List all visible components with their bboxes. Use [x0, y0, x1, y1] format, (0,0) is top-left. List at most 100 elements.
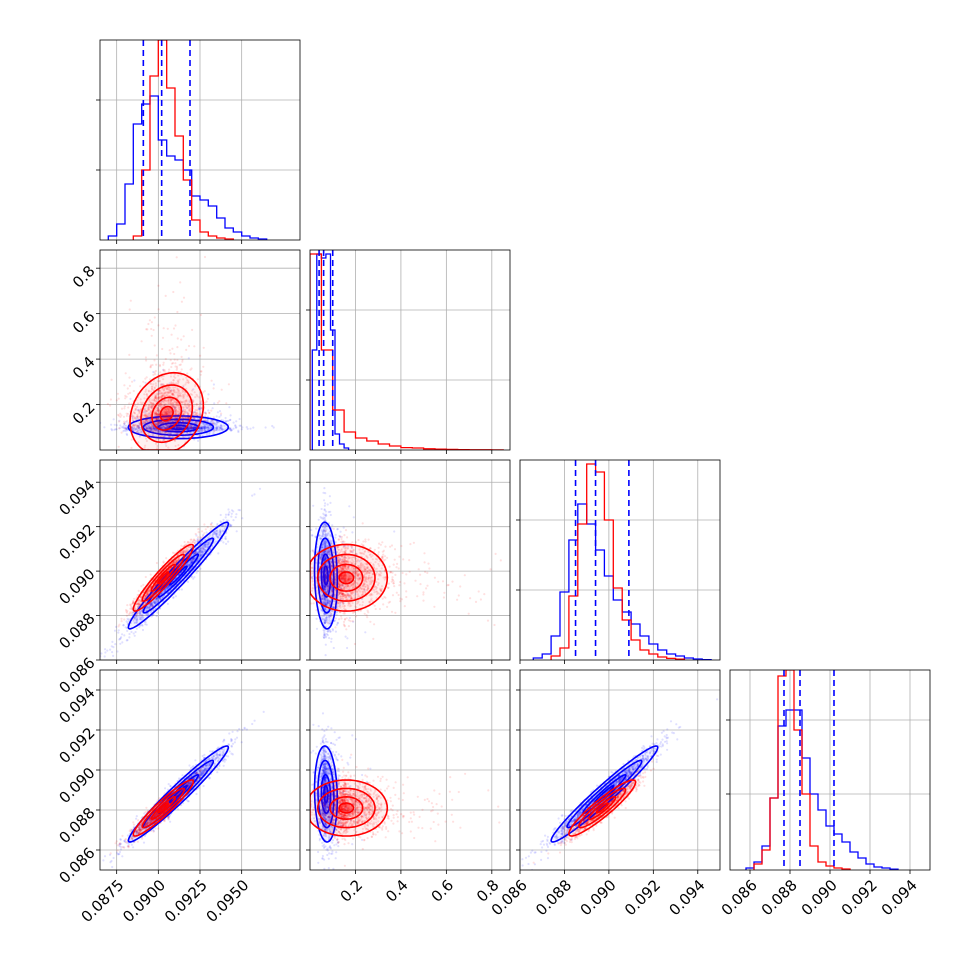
scatter-point [150, 385, 153, 388]
scatter-point [161, 414, 164, 417]
scatter-point [125, 427, 128, 430]
scatter-point [155, 614, 158, 618]
scatter-point [146, 409, 149, 413]
scatter-point [189, 425, 192, 428]
scatter-point [194, 396, 197, 399]
scatter-point [147, 425, 150, 429]
scatter-point [203, 427, 206, 430]
scatter-point [186, 428, 189, 431]
scatter-point [216, 425, 219, 428]
scatter-point [148, 426, 151, 429]
scatter-point [184, 405, 187, 408]
scatter-point [182, 426, 185, 429]
scatter-point [149, 365, 152, 368]
scatter-point [187, 416, 190, 420]
scatter-point [147, 418, 150, 421]
scatter-point [170, 382, 173, 385]
scatter-point [215, 424, 218, 427]
scatter-point [138, 411, 141, 414]
scatter-point [164, 426, 167, 429]
scatter-point [205, 432, 208, 435]
scatter-point [158, 365, 162, 368]
scatter-point [213, 421, 216, 424]
scatter-point [223, 424, 226, 427]
scatter-point [162, 361, 165, 364]
scatter-point [97, 655, 99, 657]
scatter-point [133, 429, 136, 432]
scatter-point [162, 403, 166, 407]
scatter-point [157, 429, 160, 432]
scatter-point [184, 416, 187, 420]
scatter-point [103, 426, 106, 429]
scatter-point [178, 394, 182, 397]
scatter-point [175, 256, 178, 259]
scatter-point [239, 424, 242, 427]
scatter-point [171, 419, 174, 423]
scatter-point [144, 410, 147, 413]
scatter-point [117, 397, 120, 400]
scatter-point [171, 347, 174, 350]
scatter-point [186, 404, 189, 407]
scatter-point [160, 421, 164, 424]
scatter-point [178, 426, 181, 429]
scatter-point [136, 409, 139, 412]
scatter-point [205, 423, 208, 426]
scatter-point [206, 426, 209, 429]
scatter-point [178, 413, 181, 416]
scatter-point [126, 412, 130, 415]
scatter-point [203, 429, 206, 432]
scatter-point [145, 426, 148, 429]
scatter-point [135, 424, 138, 427]
scatter-point [111, 651, 114, 654]
scatter-point [217, 425, 220, 428]
scatter-point [197, 406, 200, 409]
histogram-marks [107, 40, 268, 240]
scatter-point [190, 426, 193, 429]
scatter-point [174, 410, 177, 413]
scatter-point [125, 614, 128, 617]
scatter-point [208, 427, 211, 430]
scatter-point [162, 425, 165, 428]
scatter-point [163, 410, 166, 413]
scatter-point [155, 424, 159, 427]
scatter-point [136, 430, 139, 434]
scatter-point [194, 426, 197, 429]
scatter-point [149, 427, 152, 430]
scatter-point [213, 402, 216, 405]
scatter-point [166, 426, 169, 429]
scatter-point [128, 376, 131, 379]
scatter-point [199, 426, 202, 429]
scatter-point [171, 393, 174, 396]
scatter-point [192, 424, 195, 427]
scatter-point [172, 388, 175, 392]
scatter-point [189, 392, 192, 396]
x-tick-label: 0.092 [838, 876, 881, 919]
scatter-point [157, 392, 160, 395]
scatter-point [272, 426, 275, 429]
scatter-point [142, 411, 145, 414]
scatter-point [191, 393, 194, 396]
scatter-point [138, 410, 141, 413]
scatter-point [207, 424, 210, 427]
scatter-point [199, 412, 202, 415]
scatter-point [201, 425, 204, 428]
scatter-point [160, 406, 163, 409]
scatter-point [152, 428, 156, 432]
scatter-point [167, 407, 170, 410]
scatter-point [199, 427, 203, 430]
scatter-point [224, 419, 227, 422]
scatter-point [165, 387, 168, 390]
scatter-point [163, 387, 167, 390]
scatter-point [194, 426, 197, 429]
scatter-point [163, 395, 166, 398]
scatter-point [228, 511, 231, 514]
scatter-point [158, 402, 161, 405]
scatter-point [127, 421, 130, 424]
scatter-point [120, 620, 123, 623]
scatter-point [175, 368, 178, 371]
scatter-point [132, 415, 135, 418]
scatter-point [135, 428, 138, 431]
scatter-point [204, 415, 207, 418]
